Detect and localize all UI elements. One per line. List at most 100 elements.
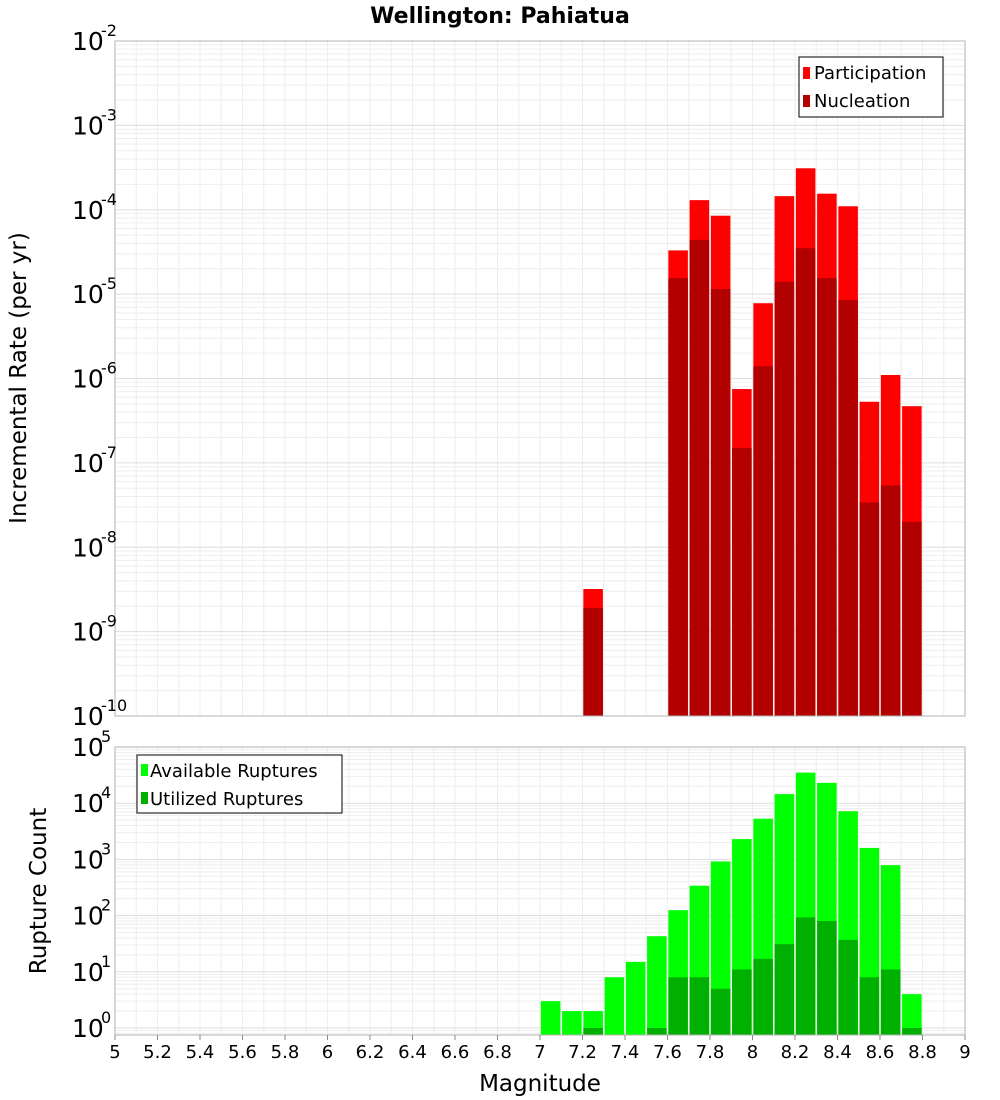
x-tick-label: 6 — [322, 1042, 333, 1063]
top-bar-nucleation — [774, 281, 795, 716]
legend-label-nucleation: Nucleation — [814, 91, 910, 112]
top-plot-border — [114, 40, 966, 717]
bottom-y-tick-exponent: 1 — [101, 952, 111, 971]
bottom-bar-utilized-ruptures — [859, 977, 880, 1035]
bottom-gridlines — [115, 747, 965, 1035]
x-tick-label: 6.8 — [483, 1042, 512, 1063]
x-tick-label: 7.8 — [696, 1042, 725, 1063]
legend-swatch-participation — [803, 67, 810, 79]
top-bar-nucleation — [710, 289, 731, 716]
bottom-bar-utilized-ruptures — [668, 977, 688, 1035]
x-tick-label: 5.6 — [228, 1042, 257, 1063]
x-tick-label: 8.8 — [908, 1042, 937, 1063]
bottom-y-tick-label: 10 — [72, 902, 104, 931]
bottom-y-axis-label: Rupture Count — [26, 808, 52, 974]
bottom-bar-utilized-ruptures — [710, 988, 731, 1035]
top-bars — [583, 168, 922, 717]
bottom-bars — [540, 772, 922, 1035]
top-bar-nucleation — [838, 300, 858, 716]
x-tick-label: 7.6 — [653, 1042, 682, 1063]
x-tick-label: 9 — [959, 1042, 970, 1063]
top-y-tick-label: 10 — [72, 196, 104, 225]
top-gridlines — [115, 41, 965, 716]
top-y-tick-exponent: -6 — [101, 359, 117, 378]
chart-title: Wellington: Pahiatua — [370, 4, 630, 29]
x-tick-label: 8.6 — [866, 1042, 895, 1063]
top-legend-box — [798, 56, 944, 118]
top-y-tick-label: 10 — [72, 280, 104, 309]
top-y-ticks: 10-210-310-410-510-610-710-810-910-10 — [72, 21, 127, 731]
top-y-tick-label: 10 — [72, 702, 104, 731]
top-bar-nucleation — [583, 608, 603, 716]
top-bar-nucleation — [817, 278, 837, 716]
bottom-bar-utilized-ruptures — [817, 921, 837, 1035]
bottom-legend-box — [136, 754, 343, 814]
bottom-bar-utilized-ruptures — [838, 939, 858, 1035]
top-y-tick-exponent: -9 — [101, 612, 117, 631]
bottom-y-tick-label: 10 — [72, 845, 104, 874]
x-tick-label: 6.4 — [398, 1042, 427, 1063]
top-y-tick-exponent: -8 — [101, 527, 117, 546]
x-tick-label: 7.2 — [568, 1042, 597, 1063]
bottom-bar-utilized-ruptures — [795, 917, 816, 1035]
top-bar-nucleation — [880, 485, 901, 716]
bottom-y-tick-exponent: 2 — [101, 896, 111, 915]
top-y-tick-label: 10 — [72, 365, 104, 394]
bottom-bar-available-ruptures — [562, 1011, 582, 1035]
bottom-bar-utilized-ruptures — [774, 944, 795, 1035]
top-y-tick-exponent: -3 — [101, 105, 117, 124]
bottom-bar-utilized-ruptures — [732, 969, 752, 1035]
bottom-y-tick-exponent: 3 — [101, 839, 111, 858]
top-y-tick-label: 10 — [72, 27, 104, 56]
bottom-bar-utilized-ruptures — [583, 1027, 603, 1035]
top-bar-nucleation — [859, 502, 880, 716]
legend-label-utilized: Utilized Ruptures — [150, 789, 303, 810]
x-tick-label: 5.2 — [143, 1042, 172, 1063]
top-plot-area — [114, 40, 966, 717]
bottom-bar-available-ruptures — [647, 936, 667, 1035]
top-bar-nucleation — [732, 448, 752, 716]
x-tick-label: 5.8 — [271, 1042, 300, 1063]
x-tick-label: 5 — [109, 1042, 120, 1063]
top-bar-nucleation — [753, 366, 773, 716]
x-tick-label: 7 — [534, 1042, 545, 1063]
top-bar-nucleation — [902, 521, 922, 716]
legend-swatch-nucleation — [803, 95, 810, 107]
bottom-bar-available-ruptures — [902, 994, 922, 1035]
top-y-tick-exponent: -5 — [101, 274, 117, 293]
top-y-tick-label: 10 — [72, 449, 104, 478]
top-legend: Participation Nucleation — [798, 56, 944, 118]
x-tick-label: 8 — [747, 1042, 758, 1063]
bottom-y-tick-label: 10 — [72, 958, 104, 987]
x-tick-label: 7.4 — [611, 1042, 640, 1063]
top-y-tick-label: 10 — [72, 533, 104, 562]
x-tick-label: 8.4 — [823, 1042, 852, 1063]
x-tick-label: 8.2 — [781, 1042, 810, 1063]
x-tick-label: 6.2 — [356, 1042, 385, 1063]
x-ticks: 5 5.2 5.4 5.6 5.8 6 6.2 6.4 6.6 6.8 7 7.2 7.4 7.6 7.8 8… — [109, 1035, 971, 1063]
bottom-bar-utilized-ruptures — [902, 1027, 922, 1035]
bottom-bar-available-ruptures — [625, 961, 646, 1035]
bottom-bar-utilized-ruptures — [753, 958, 773, 1035]
x-tick-label: 5.4 — [186, 1042, 215, 1063]
bottom-bar-utilized-ruptures — [689, 977, 710, 1035]
legend-label-available: Available Ruptures — [150, 761, 318, 782]
bottom-legend: Available Ruptures Utilized Ruptures — [136, 754, 343, 814]
top-y-axis-label: Incremental Rate (per yr) — [6, 232, 32, 524]
top-y-tick-exponent: -2 — [101, 21, 117, 40]
top-y-tick-exponent: -7 — [101, 443, 117, 462]
top-bar-nucleation — [689, 239, 710, 716]
bottom-bar-utilized-ruptures — [880, 969, 901, 1035]
legend-label-participation: Participation — [814, 63, 926, 84]
bottom-y-tick-exponent: 5 — [101, 727, 111, 746]
bottom-bar-utilized-ruptures — [647, 1027, 667, 1035]
bottom-y-tick-exponent: 0 — [101, 1008, 111, 1027]
top-bar-nucleation — [795, 248, 816, 717]
bottom-y-tick-label: 10 — [72, 1014, 104, 1043]
top-bar-nucleation — [668, 278, 688, 716]
x-tick-label: 6.6 — [441, 1042, 470, 1063]
bottom-bar-available-ruptures — [604, 977, 625, 1035]
legend-swatch-utilized — [141, 792, 148, 804]
x-axis-label: Magnitude — [479, 1071, 601, 1097]
